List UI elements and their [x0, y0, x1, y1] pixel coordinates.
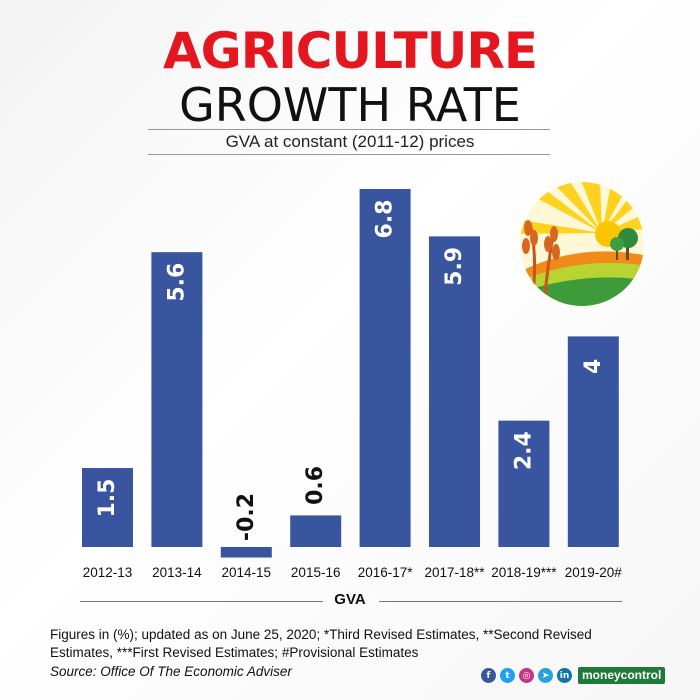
- x-tick-label: 2018-19***: [491, 565, 557, 580]
- agriculture-logo: [520, 182, 644, 306]
- data-label-2016-17*: 6.8: [373, 199, 398, 238]
- telegram-icon[interactable]: ➤: [538, 668, 553, 683]
- x-tick-label: 2012-13: [83, 565, 133, 580]
- linkedin-icon[interactable]: in: [557, 668, 572, 683]
- social-links: f t ◎ ➤ in moneycontrol: [481, 667, 666, 684]
- bar-2017-18**: [429, 236, 480, 548]
- data-label-2014-15: -0.2: [234, 493, 259, 541]
- x-axis-label: GVA: [334, 591, 366, 608]
- footnote: Figures in (%); updated as on June 25, 2…: [50, 627, 592, 660]
- subtitle-top-rule: [148, 129, 550, 130]
- data-label-2013-14: 5.6: [164, 263, 189, 302]
- title-growth-rate: GROWTH RATE: [179, 78, 521, 132]
- twitter-icon[interactable]: t: [500, 668, 515, 683]
- data-label-2012-13: 1.5: [95, 479, 120, 518]
- bar-2018-19***: [498, 420, 550, 547]
- x-tick-label: 2013-14: [152, 565, 202, 580]
- x-tick-label: 2015-16: [291, 565, 341, 580]
- x-tick-label: 2019-20#: [565, 565, 623, 580]
- moneycontrol-logo[interactable]: moneycontrol: [578, 667, 666, 684]
- bar-2019-20#: [567, 336, 619, 547]
- bar-2015-16: [290, 515, 342, 547]
- x-tick-label: 2017-18**: [424, 565, 485, 580]
- data-label-2019-20#: 4: [581, 359, 606, 374]
- x-tick-label: 2014-15: [222, 565, 272, 580]
- chart-subtitle: GVA at constant (2011-12) prices: [225, 132, 475, 151]
- x-tick-label: 2016-17*: [358, 565, 414, 580]
- data-label-2015-16: 0.6: [303, 466, 328, 505]
- subtitle-bottom-rule: [148, 154, 550, 155]
- bar-2012-13: [82, 468, 133, 547]
- source-note: Source: Office Of The Economic Adviser: [50, 664, 292, 679]
- facebook-icon[interactable]: f: [481, 668, 496, 683]
- bar-2013-14: [151, 252, 203, 547]
- axis-baseline: [80, 599, 622, 604]
- title-agriculture: AGRICULTURE: [162, 22, 538, 80]
- bar-2014-15: [220, 547, 272, 558]
- data-label-2018-19***: 2.4: [511, 431, 536, 470]
- bar-2016-17*: [359, 188, 411, 548]
- instagram-icon[interactable]: ◎: [519, 668, 534, 683]
- data-label-2017-18**: 5.9: [442, 247, 467, 286]
